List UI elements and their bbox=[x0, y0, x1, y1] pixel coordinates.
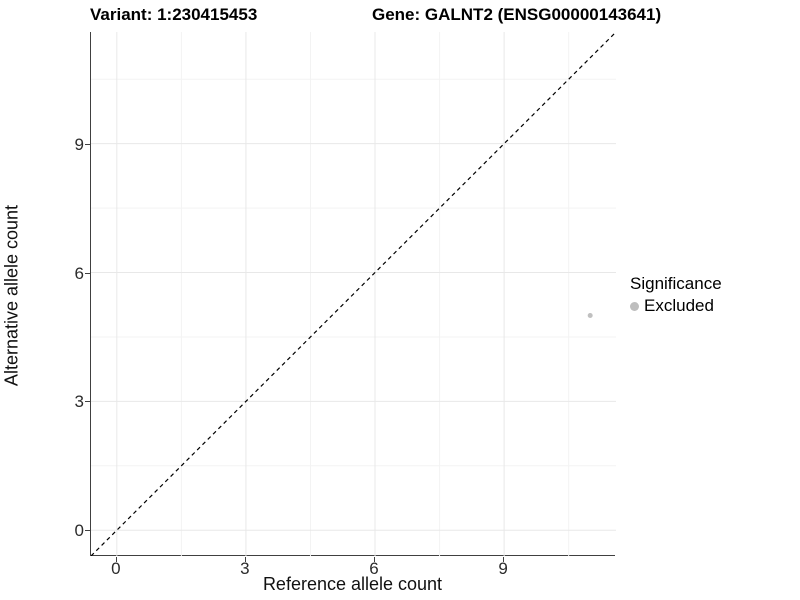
legend: Significance Excluded bbox=[630, 274, 722, 316]
legend-item-excluded: Excluded bbox=[630, 296, 722, 316]
y-tick-label: 9 bbox=[74, 134, 84, 154]
x-tick-label: 9 bbox=[498, 559, 508, 578]
x-tick-mark bbox=[374, 557, 376, 562]
y-tick-mark bbox=[85, 143, 90, 145]
legend-title: Significance bbox=[630, 274, 722, 293]
y-tick-label: 3 bbox=[74, 392, 84, 412]
x-tick-label: 3 bbox=[240, 559, 250, 578]
y-tick-mark bbox=[85, 530, 90, 532]
legend-item-label: Excluded bbox=[644, 296, 714, 315]
scatter-plot-canvas bbox=[91, 32, 616, 556]
x-tick-mark bbox=[503, 557, 505, 562]
data-point bbox=[587, 312, 593, 318]
y-tick-label: 0 bbox=[74, 521, 84, 541]
identity-reference-line bbox=[91, 32, 616, 556]
y-tick-mark bbox=[85, 401, 90, 403]
x-tick-mark bbox=[115, 557, 117, 562]
y-axis-title: Alternative allele count bbox=[1, 204, 22, 387]
plot-panel bbox=[90, 32, 616, 556]
gene-title: Gene: GALNT2 (ENSG00000143641) bbox=[372, 5, 662, 24]
x-axis-title: Reference allele count bbox=[262, 574, 443, 594]
excluded-point-icon bbox=[630, 301, 639, 311]
y-tick-mark bbox=[85, 272, 90, 274]
x-tick-mark bbox=[244, 557, 246, 562]
y-tick-label: 6 bbox=[74, 263, 84, 283]
x-tick-label: 6 bbox=[369, 559, 379, 578]
x-tick-label: 0 bbox=[111, 559, 121, 578]
variant-title: Variant: 1:230415453 bbox=[90, 5, 258, 24]
